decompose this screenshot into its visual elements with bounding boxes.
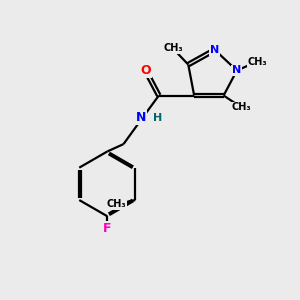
Text: F: F bbox=[103, 222, 112, 235]
Text: O: O bbox=[140, 64, 151, 77]
Text: N: N bbox=[232, 65, 242, 76]
Text: CH₃: CH₃ bbox=[248, 57, 267, 67]
Text: N: N bbox=[136, 111, 146, 124]
Text: CH₃: CH₃ bbox=[164, 44, 183, 53]
Text: H: H bbox=[153, 112, 162, 123]
Text: CH₃: CH₃ bbox=[106, 200, 126, 209]
Text: N: N bbox=[210, 45, 219, 55]
Text: CH₃: CH₃ bbox=[232, 102, 251, 112]
